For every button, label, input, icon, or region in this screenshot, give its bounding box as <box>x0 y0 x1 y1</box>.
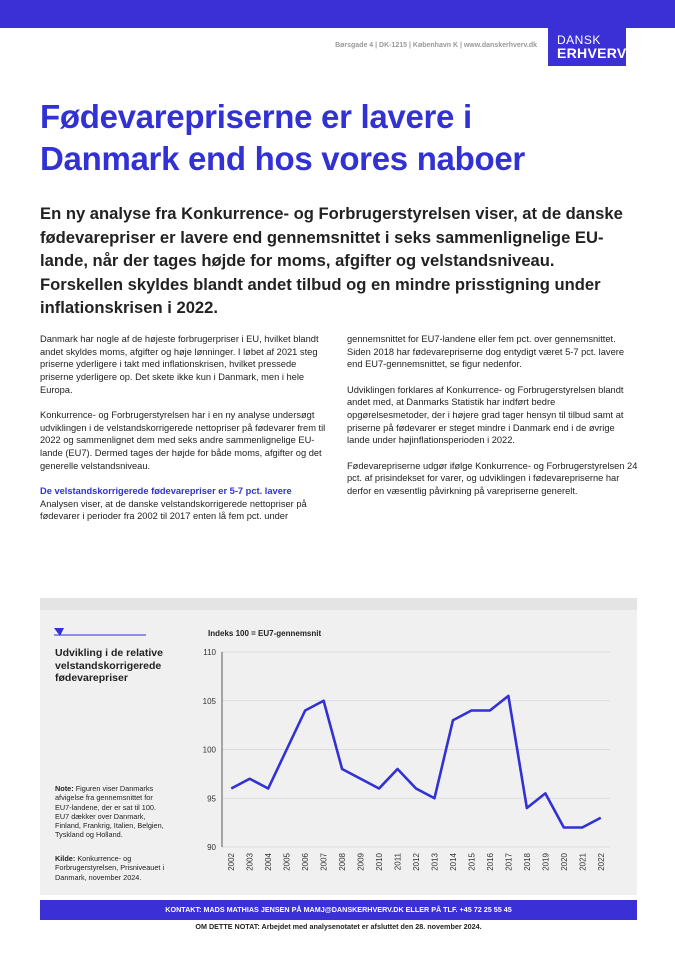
footer-contact: KONTAKT: MADS MATHIAS JENSEN PÅ MAMJ@DAN… <box>40 900 637 920</box>
x-tick-label: 2016 <box>486 852 495 870</box>
footer-note: OM DETTE NOTAT: Arbejdet med analysenota… <box>195 922 482 931</box>
figure-note: Note: Figuren viser Danmarks afvigelse f… <box>55 784 170 840</box>
figure-source: Kilde: Konkurrence- og Forbrugerstyrelse… <box>55 854 170 882</box>
x-tick-label: 2014 <box>449 852 458 870</box>
x-tick-label: 2007 <box>320 852 329 870</box>
subheading: De velstandskorrigerede fødevarepriser e… <box>40 486 292 497</box>
x-tick-label: 2009 <box>357 852 366 870</box>
source-label: Kilde: <box>55 854 76 863</box>
right-column: gennemsnittet for EU7-landene eller fem … <box>347 333 639 510</box>
x-tick-label: 2021 <box>578 852 587 870</box>
x-tick-label: 2022 <box>597 852 606 870</box>
x-tick-label: 2004 <box>264 852 273 870</box>
paragraph: gennemsnittet for EU7-landene eller fem … <box>347 334 625 370</box>
top-bar <box>0 0 675 28</box>
left-column: Danmark har nogle af de højeste forbruge… <box>40 333 328 536</box>
x-tick-label: 2006 <box>301 852 310 870</box>
x-tick-label: 2017 <box>504 852 513 870</box>
address: Børsgade 4 | DK-1215 | København K | www… <box>335 42 537 49</box>
source-text: Konkurrence- og Forbrugerstyrelsen, Pris… <box>55 854 165 882</box>
y-tick-label: 110 <box>203 648 216 657</box>
x-tick-label: 2011 <box>394 852 403 870</box>
x-tick-label: 2020 <box>560 852 569 870</box>
y-tick-label: 105 <box>203 697 217 706</box>
figure-title: Udvikling i de relative velstandskorrige… <box>55 647 163 684</box>
x-tick-label: 2005 <box>283 852 292 870</box>
y-tick-label: 100 <box>203 746 217 755</box>
logo-top: DANSK <box>557 33 601 47</box>
logo-bottom: ERHVERV <box>557 45 627 61</box>
x-tick-label: 2003 <box>246 852 255 870</box>
x-tick-label: 2010 <box>375 852 384 870</box>
title: Fødevarepriserne er lavere i Danmark end… <box>40 98 525 177</box>
paragraph: Konkurrence- og Forbrugerstyrelsen har i… <box>40 410 326 471</box>
note-label: Note: <box>55 784 74 793</box>
paragraph: Danmark har nogle af de højeste forbruge… <box>40 334 319 395</box>
chart-title: Indeks 100 = EU7-gennemsnit <box>208 629 321 638</box>
y-tick-label: 90 <box>207 843 216 852</box>
note-text: Figuren viser Danmarks afvigelse fra gen… <box>55 784 164 840</box>
paragraph: De velstandskorrigerede fødevarepriser e… <box>40 485 328 523</box>
x-tick-label: 2013 <box>430 852 439 870</box>
logo[interactable]: DANSK ERHVERV <box>548 28 626 66</box>
x-tick-label: 2008 <box>338 852 347 870</box>
paragraph: Fødevarepriserne udgør ifølge Konkurrenc… <box>347 460 638 497</box>
y-tick-label: 95 <box>207 794 216 803</box>
paragraph-text: Analysen viser, at de danske velstandsko… <box>40 498 307 522</box>
lead: En ny analyse fra Konkurrence- og Forbru… <box>40 204 623 317</box>
chart: Indeks 100 = EU7-gennemsnit 90 95 100 105 11… <box>54 628 610 871</box>
accent <box>54 628 64 636</box>
x-tick-label: 2015 <box>467 852 476 870</box>
x-tick-label: 2019 <box>541 852 550 870</box>
line-series <box>230 694 602 829</box>
paragraph: Udviklingen forklares af Konkurrence- og… <box>347 384 624 446</box>
x-tick-label: 2012 <box>412 852 421 870</box>
panel-strip <box>40 598 637 610</box>
x-tick-label: 2018 <box>523 852 532 870</box>
x-tick-label: 2002 <box>227 852 236 870</box>
